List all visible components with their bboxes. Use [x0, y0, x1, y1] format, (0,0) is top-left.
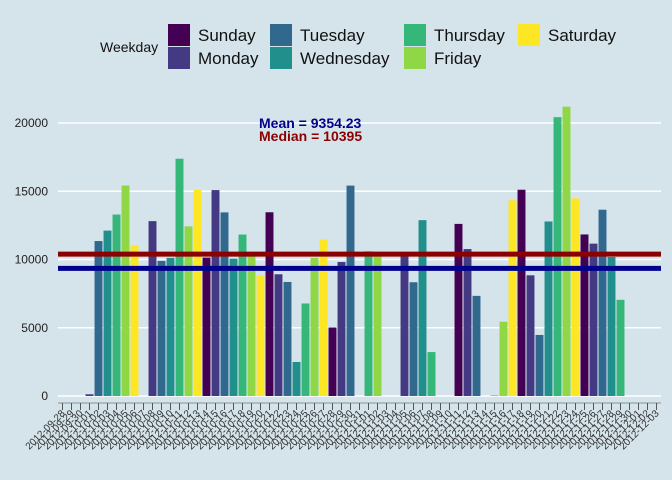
bar — [562, 106, 571, 396]
bar — [472, 295, 481, 396]
legend-label: Wednesday — [300, 49, 390, 68]
bar — [184, 226, 193, 396]
bar — [535, 334, 544, 396]
legend-swatch — [518, 24, 540, 46]
bar — [121, 185, 130, 396]
legend-swatch — [270, 47, 292, 69]
y-tick-label: 0 — [41, 389, 48, 403]
bar — [526, 275, 535, 396]
bar — [85, 394, 94, 396]
bar — [490, 395, 499, 396]
legend-swatch — [168, 47, 190, 69]
bar — [427, 352, 436, 396]
legend-label: Friday — [434, 49, 482, 68]
median-label: Median = 10395 — [259, 128, 362, 144]
legend-title: Weekday — [100, 39, 158, 55]
bar — [148, 221, 157, 396]
bar — [337, 261, 346, 396]
bar — [373, 251, 382, 396]
bar — [508, 200, 517, 396]
bar — [328, 327, 337, 396]
bars — [85, 106, 625, 396]
y-axis-tick-labels: 0 5000 10000 15000 20000 — [15, 116, 49, 403]
legend-label: Tuesday — [300, 26, 365, 45]
bar — [130, 245, 139, 396]
legend-swatch — [404, 24, 426, 46]
legend-swatch — [168, 24, 190, 46]
bar — [274, 274, 283, 396]
bar — [454, 223, 463, 396]
bar — [103, 230, 112, 396]
bar — [292, 361, 301, 396]
bar — [517, 189, 526, 396]
legend-swatch — [404, 47, 426, 69]
reference-lines — [58, 251, 661, 271]
bar — [301, 303, 310, 396]
bar — [175, 158, 184, 396]
legend-swatch — [270, 24, 292, 46]
legend-label: Thursday — [434, 26, 505, 45]
y-tick-label: 20000 — [15, 116, 49, 130]
bar — [310, 257, 319, 396]
bar — [229, 258, 238, 396]
bar — [202, 257, 211, 396]
bar — [193, 189, 202, 396]
legend-label: Saturday — [548, 26, 617, 45]
bar — [319, 239, 328, 396]
bar — [283, 281, 292, 396]
bar — [598, 209, 607, 396]
bar — [499, 321, 508, 396]
y-tick-label: 15000 — [15, 184, 49, 198]
legend: Weekday Sunday Monday Tuesday Wednesday Thur… — [100, 24, 617, 69]
bar — [346, 185, 355, 396]
legend-label: Monday — [198, 49, 259, 68]
y-tick-label: 5000 — [21, 321, 48, 335]
bar — [247, 254, 256, 396]
bar — [256, 275, 265, 396]
bar — [220, 212, 229, 396]
bar — [607, 257, 616, 396]
bar — [364, 251, 373, 396]
mean-label: Mean = 9354.23 — [259, 115, 362, 131]
bar — [166, 257, 175, 396]
y-tick-label: 10000 — [15, 253, 49, 267]
bar — [544, 221, 553, 396]
bar — [157, 260, 166, 396]
bar — [265, 212, 274, 396]
annotations: Mean = 9354.23 Median = 10395 — [259, 115, 362, 144]
x-axis: 2012-09-282012-09-292012-09-302012-10-01… — [24, 402, 662, 452]
bar — [94, 241, 103, 396]
bar — [616, 299, 625, 396]
bar — [571, 198, 580, 396]
legend-label: Sunday — [198, 26, 256, 45]
bar — [112, 214, 121, 396]
bar — [238, 234, 247, 396]
bar — [211, 190, 220, 396]
bar — [409, 282, 418, 396]
bar — [589, 243, 598, 396]
bar — [463, 249, 472, 396]
bar — [400, 253, 409, 396]
bar — [580, 234, 589, 396]
bar — [418, 220, 427, 396]
